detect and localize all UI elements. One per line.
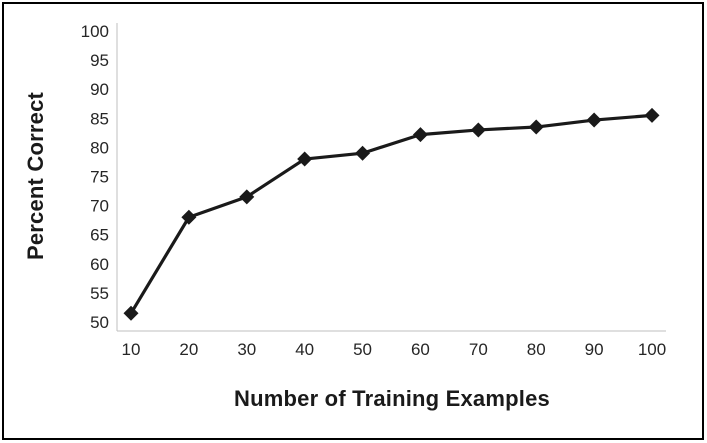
x-tick-label: 80 (527, 340, 546, 359)
y-tick-label: 65 (90, 226, 109, 245)
x-tick-label: 30 (237, 340, 256, 359)
y-tick-label: 80 (90, 138, 109, 157)
data-point-marker (181, 209, 197, 225)
x-tick-label: 50 (353, 340, 372, 359)
y-tick-label: 50 (90, 313, 109, 332)
series-line (129, 113, 654, 315)
data-point-marker (528, 119, 544, 135)
x-tick-label: 40 (295, 340, 314, 359)
x-tick-label: 20 (179, 340, 198, 359)
data-point-marker (586, 112, 602, 128)
data-point-marker (239, 189, 255, 205)
data-point-marker (412, 127, 428, 143)
x-tick-label: 60 (411, 340, 430, 359)
x-axis-title: Number of Training Examples (234, 386, 550, 411)
y-tick-label: 100 (81, 22, 109, 41)
x-tick-label: 90 (585, 340, 604, 359)
data-point-marker (644, 107, 660, 123)
x-tick-label: 70 (469, 340, 488, 359)
y-tick-label: 90 (90, 80, 109, 99)
data-point-marker (123, 305, 139, 321)
data-point-marker (470, 122, 486, 138)
x-tick-label: 100 (638, 340, 666, 359)
y-tick-label: 85 (90, 109, 109, 128)
data-point-marker (355, 145, 371, 161)
y-axis-title: Percent Correct (23, 91, 48, 261)
y-tick-label: 60 (90, 255, 109, 274)
y-tick-label: 95 (90, 51, 109, 70)
y-tick-label: 75 (90, 168, 109, 187)
x-tick-label: 10 (122, 340, 141, 359)
y-tick-label: 70 (90, 197, 109, 216)
data-point-marker (297, 151, 313, 167)
y-tick-label: 55 (90, 284, 109, 303)
